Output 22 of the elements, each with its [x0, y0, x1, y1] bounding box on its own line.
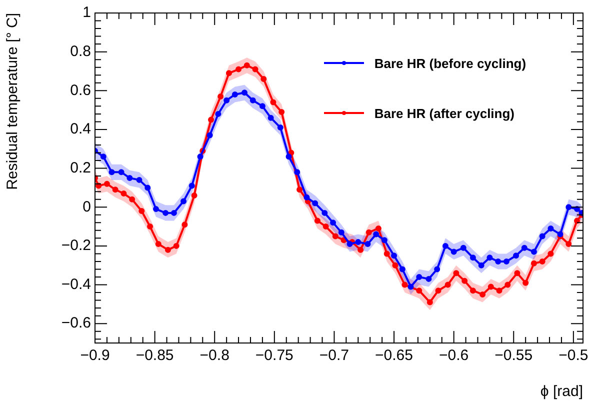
legend-label: Bare HR (before cycling) — [374, 56, 526, 70]
y-tick-label: 0.8 — [70, 42, 91, 60]
y-tick-label: 0.6 — [70, 82, 91, 99]
x-tick-label: −0.85 — [136, 347, 174, 364]
x-tick-label: −0.65 — [375, 347, 414, 364]
y-tick-label: −0.2 — [61, 237, 91, 254]
x-tick-label: −0.8 — [200, 347, 230, 364]
x-tick-label: −0.5 — [558, 347, 588, 364]
x-axis-title: ϕ [rad] — [540, 383, 583, 400]
y-tick-label: −0.6 — [61, 314, 91, 332]
y-tick-label: 0.4 — [70, 120, 91, 138]
legend-label: Bare HR (after cycling) — [374, 106, 515, 120]
x-tick-label: −0.7 — [319, 347, 350, 364]
y-axis-title: Residual temperature [° C] — [4, 13, 22, 190]
x-tick-label: −0.6 — [439, 347, 469, 364]
x-tick-label: −0.55 — [494, 347, 533, 364]
x-tick-label: −0.9 — [80, 347, 110, 364]
x-tick-label: −0.75 — [255, 347, 294, 364]
y-tick-label: 0.2 — [70, 159, 91, 176]
y-tick-label: 0 — [82, 198, 91, 216]
y-tick-label: −0.4 — [61, 276, 91, 293]
y-tick-label: 1 — [82, 4, 91, 22]
